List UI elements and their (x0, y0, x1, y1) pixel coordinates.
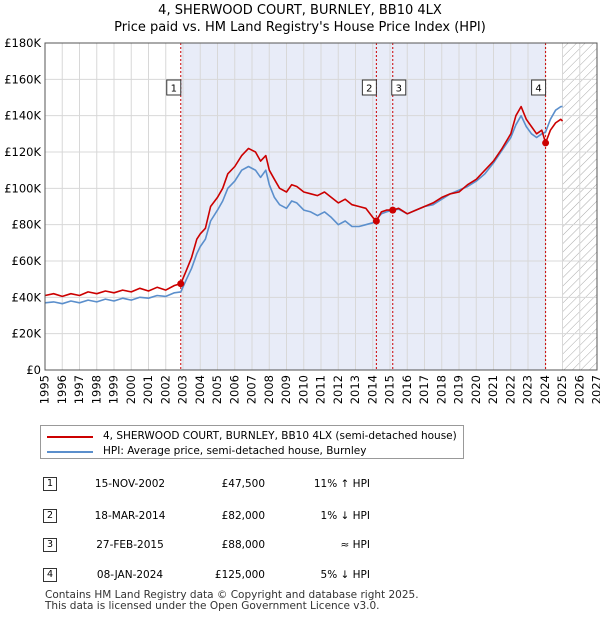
x-tick-label: 2000 (124, 375, 138, 404)
sale-number-badge: 2 (43, 509, 57, 523)
x-tick-label: 2018 (434, 375, 448, 404)
x-tick-label: 2020 (469, 375, 483, 404)
x-tick-label: 2003 (176, 375, 190, 404)
x-tick-label: 2013 (348, 375, 362, 404)
y-tick-label: £40K (12, 290, 42, 304)
sale-price: £88,000 (221, 539, 265, 551)
x-tick-label: 2012 (331, 375, 345, 404)
x-tick-label: 2025 (555, 375, 569, 404)
y-tick-label: £140K (4, 109, 41, 123)
sale-number-box (166, 79, 182, 96)
x-tick-label: 2015 (383, 375, 397, 404)
sale-row: 1 15-NOV-2002 £47,500 11% ↑ HPI (0, 475, 600, 495)
sale-hpi-compare: ≈ HPI (340, 539, 370, 551)
sale-number-label: 4 (535, 84, 541, 95)
sale-hpi-compare: 1% ↓ HPI (320, 510, 370, 522)
sale-row: 3 27-FEB-2015 £88,000 ≈ HPI (0, 536, 600, 556)
x-tick-label: 1998 (89, 375, 103, 404)
ownership-shade (180, 43, 546, 370)
sale-price: £47,500 (221, 478, 265, 490)
sale-number-box (391, 79, 407, 96)
y-tick-label: £120K (4, 145, 41, 159)
x-tick-label: 2026 (572, 375, 586, 404)
chart-legend: 4, SHERWOOD COURT, BURNLEY, BB10 4LX (se… (40, 425, 464, 459)
chart-title-line1: 4, SHERWOOD COURT, BURNLEY, BB10 4LX (158, 3, 442, 18)
x-tick-label: 2008 (262, 375, 276, 404)
x-tick-label: 2019 (452, 375, 466, 404)
y-tick-label: £60K (12, 254, 42, 268)
footer-attribution: Contains HM Land Registry data © Copyrig… (45, 590, 419, 612)
x-tick-label: 1999 (107, 375, 121, 404)
sale-number-label: 1 (171, 84, 177, 95)
plot-frame (44, 42, 598, 371)
sale-number-label: 3 (396, 84, 402, 95)
sale-hpi-compare: 11% ↑ HPI (313, 478, 370, 490)
sale-number-badge: 3 (43, 538, 57, 552)
sale-date: 08-JAN-2024 (96, 569, 164, 581)
x-tick-label: 2005 (210, 375, 224, 404)
x-tick-label: 2022 (503, 375, 517, 404)
x-tick-label: 2027 (590, 375, 600, 404)
sale-number-box (531, 79, 547, 96)
x-tick-label: 1995 (38, 375, 52, 404)
footer-line-2: This data is licensed under the Open Gov… (45, 600, 380, 612)
legend-swatch-hpi (47, 451, 93, 453)
y-tick-label: £160K (4, 72, 41, 86)
x-tick-label: 1996 (55, 375, 69, 404)
x-tick-label: 2004 (193, 375, 207, 404)
sale-point (542, 139, 550, 147)
footer-line-1: Contains HM Land Registry data © Copyrig… (45, 589, 419, 601)
legend-label-price: 4, SHERWOOD COURT, BURNLEY, BB10 4LX (se… (103, 430, 457, 442)
price-chart: 1 2 3 4 £0 £20K £40K £60K £80K £100K £120K £140K £1… (4, 36, 600, 404)
x-tick-label: 2006 (227, 375, 241, 404)
sale-point (389, 206, 397, 214)
sale-number-box (361, 79, 377, 96)
x-tick-label: 2010 (296, 375, 310, 404)
x-tick-label: 2009 (279, 375, 293, 404)
sale-number-label: 2 (366, 84, 372, 95)
legend-swatch-price (47, 436, 93, 438)
legend-label-hpi: HPI: Average price, semi-detached house,… (103, 445, 367, 457)
sale-price: £125,000 (214, 569, 265, 581)
y-tick-label: £20K (12, 327, 42, 341)
x-tick-label: 2023 (521, 375, 535, 404)
x-tick-label: 2021 (486, 375, 500, 404)
sale-row: 2 18-MAR-2014 £82,000 1% ↓ HPI (0, 507, 600, 527)
sale-point (372, 217, 380, 225)
x-tick-label: 2001 (141, 375, 155, 404)
sale-hpi-compare: 5% ↓ HPI (320, 569, 370, 581)
hpi-line (44, 105, 563, 305)
x-tick-label: 2016 (400, 375, 414, 404)
x-tick-label: 2024 (538, 375, 552, 404)
sale-point (177, 280, 185, 288)
x-tick-label: 2014 (365, 375, 379, 404)
x-tick-label: 2017 (417, 375, 431, 404)
chart-title-line2: Price paid vs. HM Land Registry's House … (114, 20, 486, 35)
x-tick-label: 1997 (72, 375, 86, 404)
x-tick-label: 2007 (245, 375, 259, 404)
y-tick-label: £180K (4, 36, 41, 50)
y-tick-label: £0 (26, 363, 41, 377)
sale-row: 4 08-JAN-2024 £125,000 5% ↓ HPI (0, 566, 600, 586)
x-tick-label: 2011 (314, 375, 328, 404)
sale-date: 18-MAR-2014 (94, 510, 166, 522)
sale-number-badge: 4 (43, 568, 57, 582)
y-tick-label: £100K (4, 181, 41, 195)
x-tick-label: 2002 (158, 375, 172, 404)
sale-date: 15-NOV-2002 (94, 478, 166, 490)
price-paid-line (44, 105, 564, 298)
sale-price: £82,000 (221, 510, 265, 522)
y-tick-label: £80K (12, 218, 42, 232)
sale-date: 27-FEB-2015 (96, 539, 164, 551)
sale-number-badge: 1 (43, 477, 57, 491)
